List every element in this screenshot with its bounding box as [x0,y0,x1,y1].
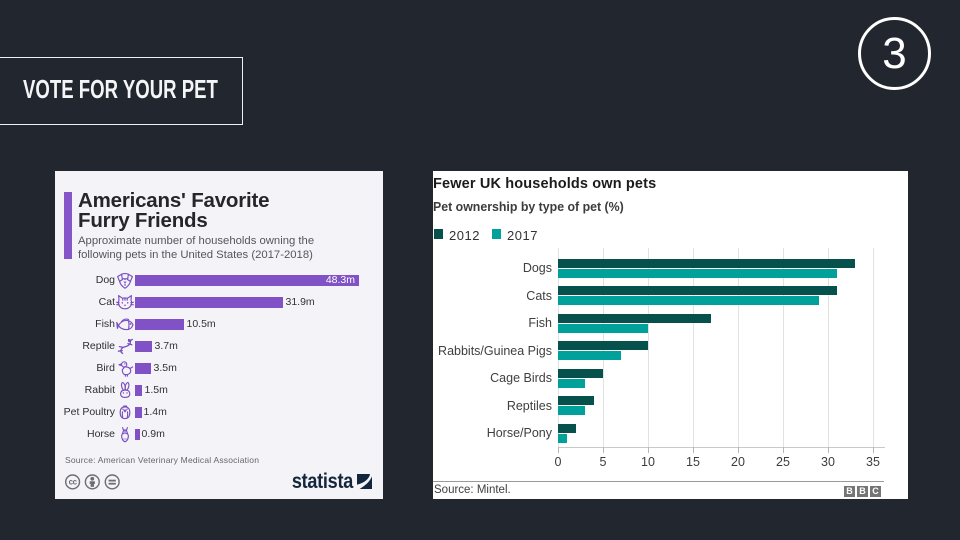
svg-text:cc: cc [68,477,77,486]
